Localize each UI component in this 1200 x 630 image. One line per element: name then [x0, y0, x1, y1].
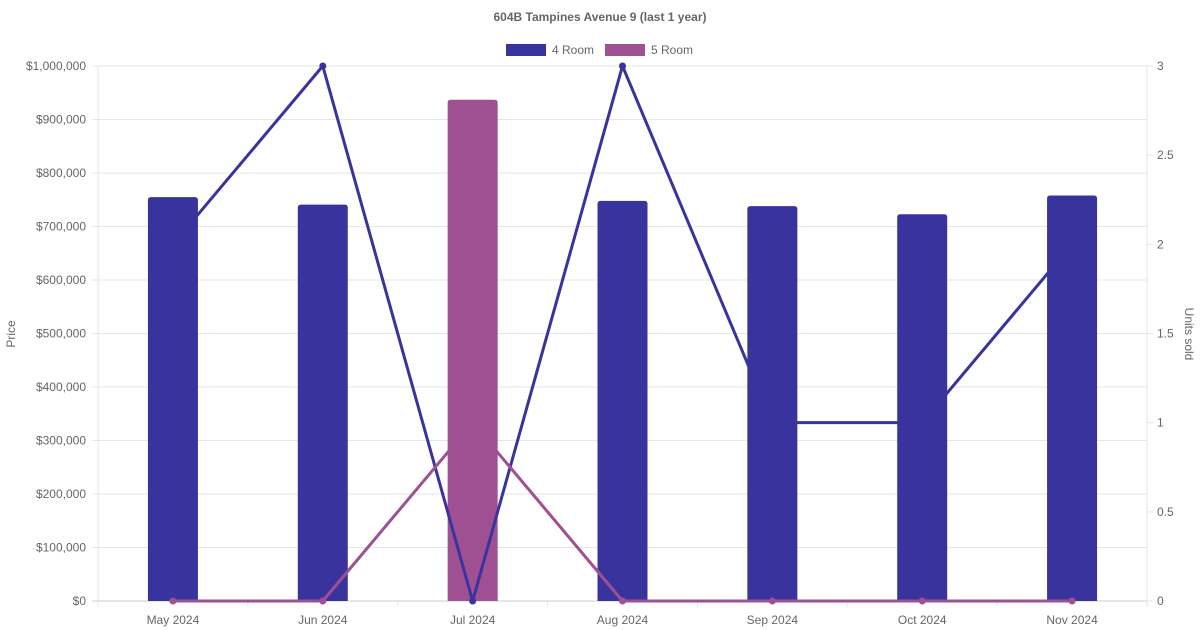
x-tick-label: May 2024	[147, 613, 200, 627]
line-series	[169, 62, 1076, 605]
left-tick-label: $600,000	[36, 273, 86, 287]
bar[interactable]	[147, 197, 198, 601]
right-axis-label: Units sold	[1182, 308, 1196, 361]
left-tick-label: $800,000	[36, 166, 86, 180]
right-axis-ticks: 0 0.5 1 1.5 2 2.5 3	[1157, 59, 1174, 608]
left-tick-label: $1,000,000	[26, 59, 86, 73]
x-tick-label: Oct 2024	[898, 613, 947, 627]
right-tick-label: 2	[1157, 237, 1164, 251]
line-point[interactable]	[469, 597, 477, 605]
bar[interactable]	[447, 99, 498, 601]
line-point[interactable]	[768, 419, 776, 427]
right-tick-label: 3	[1157, 59, 1164, 73]
bar[interactable]	[297, 204, 348, 601]
right-tick-label: 0	[1157, 594, 1164, 608]
bar[interactable]	[897, 214, 948, 601]
left-tick-label: $900,000	[36, 113, 86, 127]
legend-label-5-room[interactable]: 5 Room	[651, 43, 693, 57]
line-point[interactable]	[319, 597, 327, 605]
x-axis-ticks: May 2024 Jun 2024 Jul 2024 Aug 2024 Sep 2024…	[147, 613, 1099, 627]
line-point[interactable]	[169, 240, 177, 248]
line-point[interactable]	[619, 597, 626, 605]
line-point[interactable]	[469, 419, 477, 427]
left-tick-label: $100,000	[36, 541, 86, 555]
chart-title: 604B Tampines Avenue 9 (last 1 year)	[494, 10, 707, 24]
legend[interactable]: 4 Room 5 Room	[506, 43, 693, 57]
left-tick-label: $400,000	[36, 380, 86, 394]
line-point[interactable]	[918, 597, 926, 605]
x-tick-label: Sep 2024	[747, 613, 799, 627]
legend-swatch-5-room[interactable]	[605, 44, 645, 56]
right-tick-label: 1	[1157, 416, 1164, 430]
right-tick-label: 1.5	[1157, 327, 1174, 341]
left-tick-label: $500,000	[36, 327, 86, 341]
left-axis-ticks: $0 $100,000 $200,000 $300,000 $400,000 $500,0…	[26, 59, 86, 608]
x-tick-label: Jun 2024	[298, 613, 348, 627]
bar[interactable]	[1047, 195, 1098, 601]
line-point[interactable]	[918, 419, 926, 427]
legend-swatch-4-room[interactable]	[506, 44, 546, 56]
left-tick-label: $0	[73, 594, 87, 608]
bar[interactable]	[747, 206, 798, 602]
right-tick-label: 2.5	[1157, 148, 1174, 162]
x-tick-label: Aug 2024	[597, 613, 649, 627]
x-tick-label: Nov 2024	[1046, 613, 1098, 627]
left-tick-label: $200,000	[36, 487, 86, 501]
right-tick-label: 0.5	[1157, 505, 1174, 519]
x-tick-label: Jul 2024	[450, 613, 496, 627]
line-point[interactable]	[1068, 597, 1076, 605]
line-point[interactable]	[319, 62, 327, 70]
line-point[interactable]	[619, 62, 626, 70]
bar-series	[147, 99, 1098, 602]
legend-label-4-room[interactable]: 4 Room	[552, 43, 594, 57]
line-point[interactable]	[169, 597, 177, 605]
line-point[interactable]	[1068, 240, 1076, 248]
line-point[interactable]	[768, 597, 776, 605]
left-tick-label: $700,000	[36, 220, 86, 234]
left-axis-label: Price	[4, 320, 18, 348]
left-tick-label: $300,000	[36, 434, 86, 448]
bar[interactable]	[597, 200, 648, 601]
